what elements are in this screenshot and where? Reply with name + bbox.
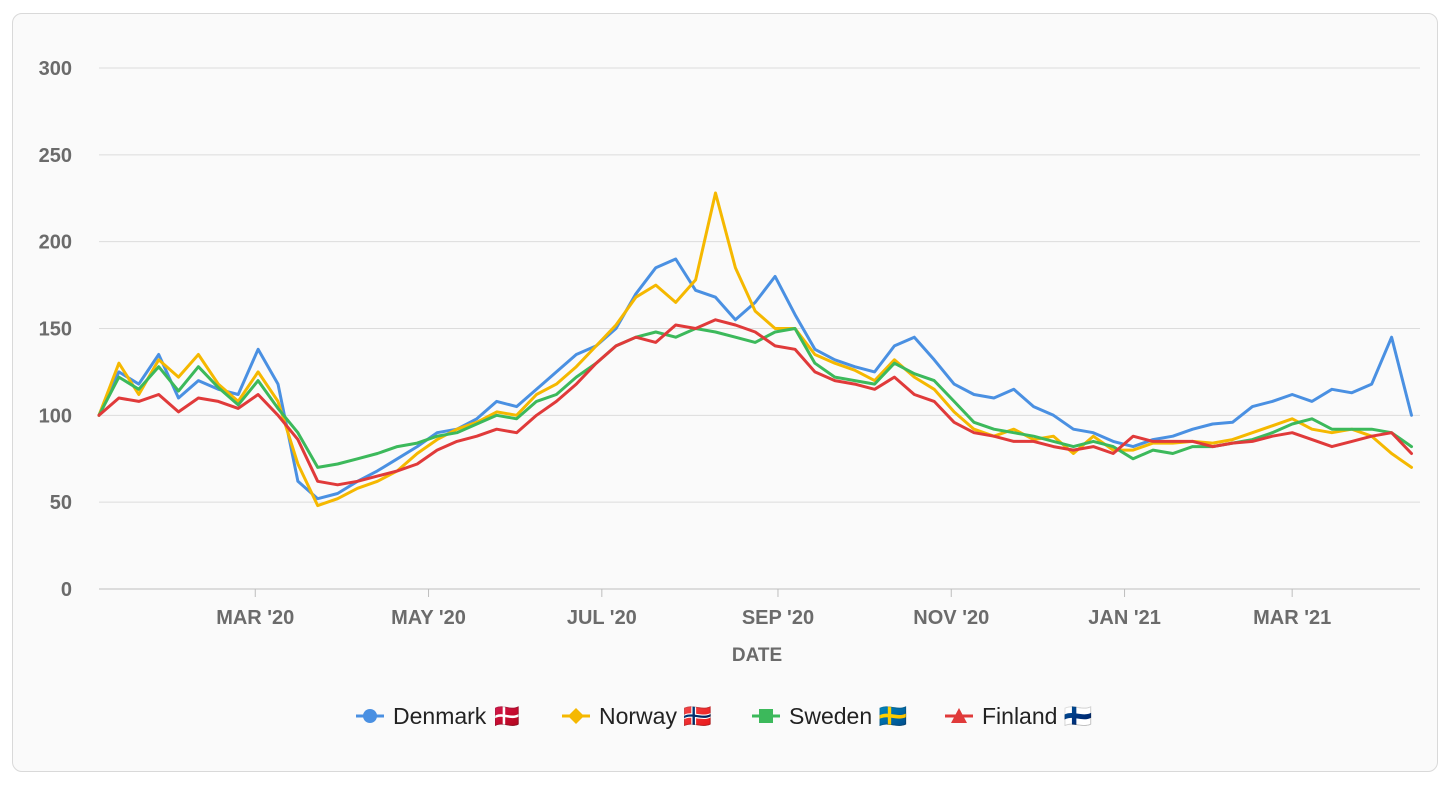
grid-lines [99, 67, 1420, 590]
series-line-2 [97, 327, 1413, 469]
diamond-marker-icon [568, 708, 584, 724]
x-axis-ticks: MAR '20 MAY '20 JUL '20 SEP '20 NOV '20 JAN '… [216, 589, 1331, 629]
y-tick-label: 0 [61, 579, 72, 601]
y-tick-label: 300 [39, 58, 72, 80]
series-line-0 [97, 257, 1413, 501]
x-tick-label: MAR '20 [216, 607, 294, 629]
y-tick-label: 100 [39, 405, 72, 427]
y-tick-label: 250 [39, 145, 72, 167]
legend-item[interactable]: Norway 🇳🇴 [562, 703, 712, 729]
x-tick-label: NOV '20 [913, 607, 989, 629]
x-tick-label: SEP '20 [742, 607, 814, 629]
legend-label: Sweden 🇸🇪 [789, 703, 908, 729]
circle-marker-icon [363, 709, 377, 723]
x-tick-label: JAN '21 [1088, 607, 1161, 629]
y-tick-label: 150 [39, 319, 72, 341]
legend-item[interactable]: Sweden 🇸🇪 [752, 703, 908, 729]
y-tick-label: 50 [50, 492, 72, 514]
y-axis-ticks: 0 50 100 150 200 250 300 [39, 58, 72, 601]
x-tick-label: JUL '20 [567, 607, 637, 629]
x-axis-label: DATE [732, 645, 782, 666]
x-tick-label: MAR '21 [1253, 607, 1331, 629]
legend-item[interactable]: Finland 🇫🇮 [945, 703, 1093, 729]
series-lines [97, 191, 1413, 508]
square-marker-icon [759, 709, 773, 723]
legend-label: Norway 🇳🇴 [599, 703, 712, 729]
legend: Denmark 🇩🇰 Norway 🇳🇴 Sweden 🇸🇪 Finland 🇫🇮 [356, 703, 1093, 729]
y-tick-label: 200 [39, 232, 72, 254]
series-line-3 [97, 318, 1413, 487]
series-line-1 [97, 191, 1413, 508]
legend-item[interactable]: Denmark 🇩🇰 [356, 703, 521, 729]
legend-label: Denmark 🇩🇰 [393, 703, 521, 729]
triangle-marker-icon [951, 708, 967, 723]
legend-label: Finland 🇫🇮 [982, 703, 1093, 729]
x-tick-label: MAY '20 [391, 607, 466, 629]
